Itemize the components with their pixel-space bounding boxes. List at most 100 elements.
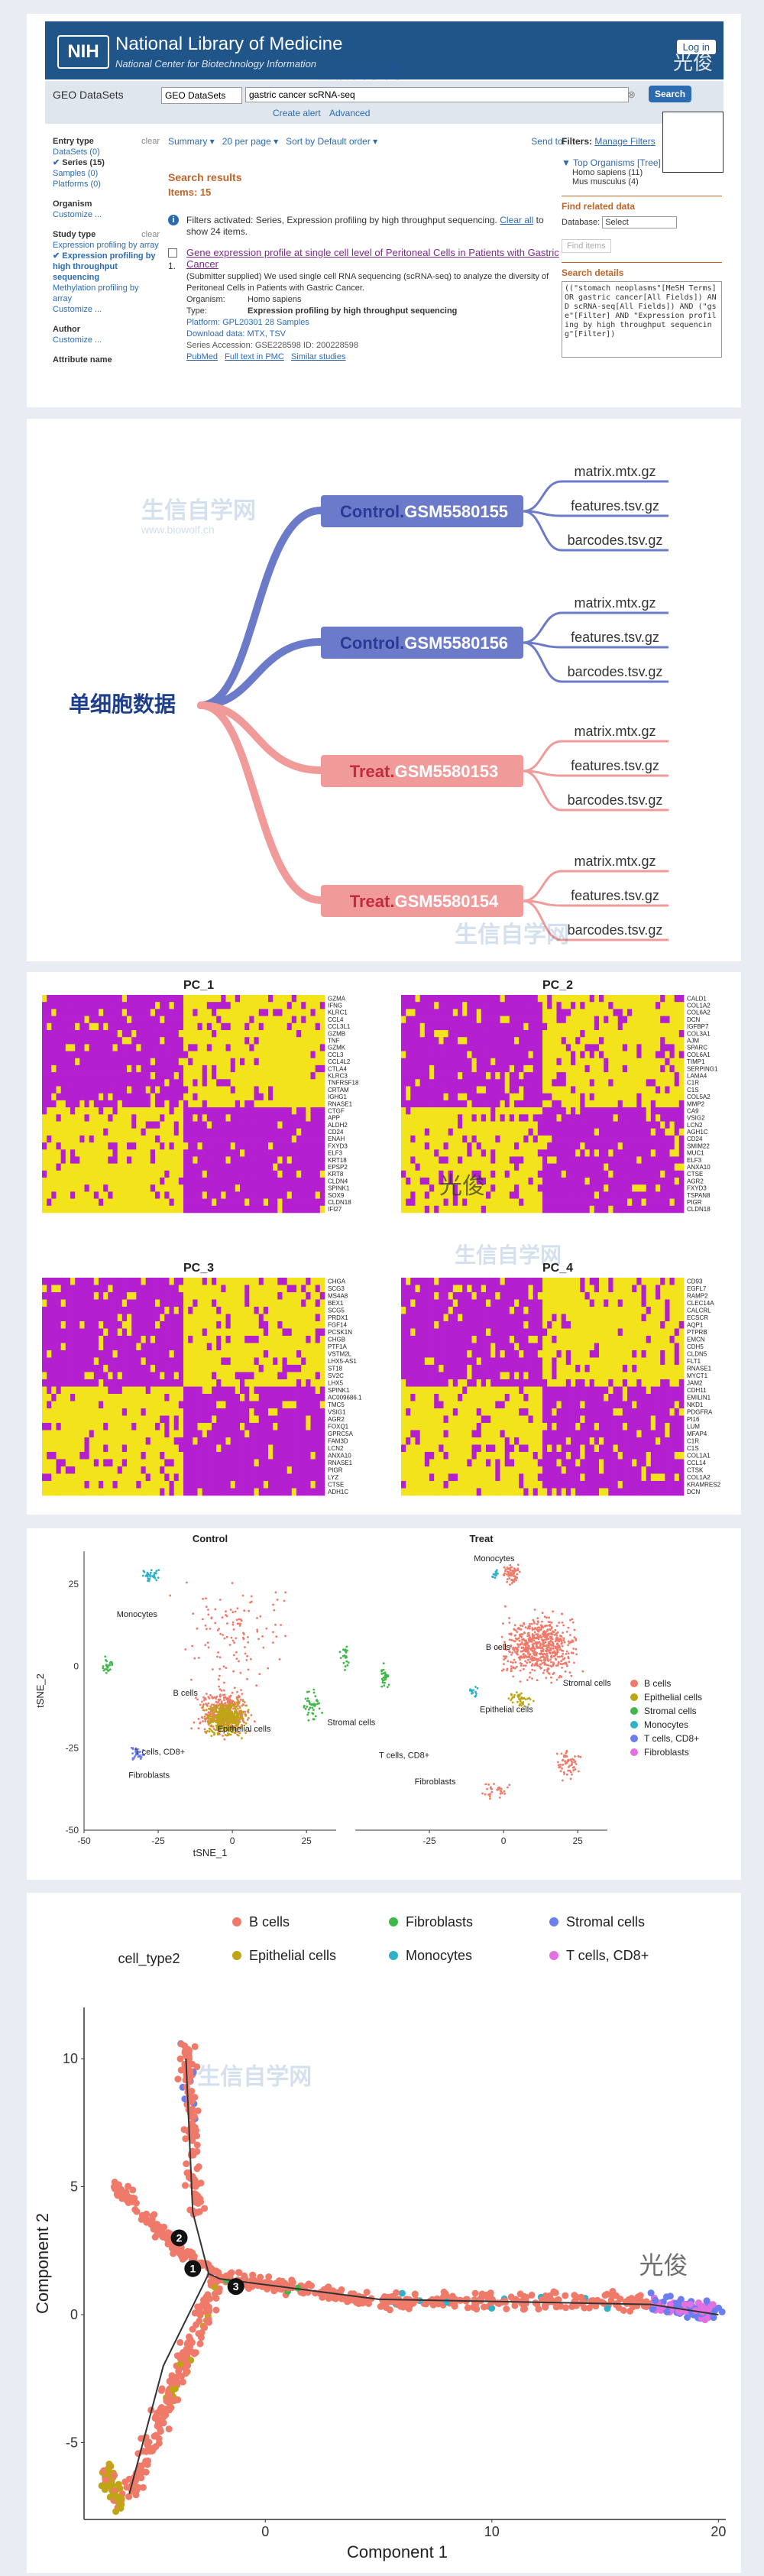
heatmap-cell xyxy=(93,1307,99,1314)
heatmap-cell xyxy=(84,1064,89,1073)
search-details-box[interactable]: (("stomach neoplasms"[MeSH Terms] OR gas… xyxy=(562,281,722,358)
sort-dropdown[interactable]: Sort by Default order xyxy=(286,136,371,147)
result-checkbox[interactable] xyxy=(168,248,177,258)
organism-customize[interactable]: Customize ... xyxy=(53,210,102,219)
heatmap-cell xyxy=(575,1086,581,1094)
pubmed-link[interactable]: PubMed xyxy=(186,352,218,361)
heatmap-cell xyxy=(286,1365,293,1372)
filter-samples[interactable]: Samples (0) xyxy=(53,169,99,178)
heatmap-cell xyxy=(121,1093,128,1101)
heatmap-cell xyxy=(84,1365,89,1372)
clear-input-icon[interactable]: ⊗ xyxy=(627,89,636,100)
heatmap-cell xyxy=(282,1002,287,1009)
heatmap-cell xyxy=(650,1044,656,1051)
heatmap-cell xyxy=(183,1086,189,1094)
heatmap-cell xyxy=(580,995,585,1003)
heatmap-cell xyxy=(160,1079,165,1087)
nih-logo[interactable]: NIH xyxy=(57,35,109,69)
heatmap-cell xyxy=(75,1205,80,1213)
heatmap-cell xyxy=(197,1072,202,1080)
search-input[interactable]: gastric cancer scRNA-seq xyxy=(245,87,629,102)
heatmap-cell xyxy=(47,1394,52,1401)
study-customize[interactable]: Customize ... xyxy=(53,305,102,314)
heatmap-cell xyxy=(89,1135,95,1143)
similar-link[interactable]: Similar studies xyxy=(290,352,346,361)
perpage-dropdown[interactable]: 20 per page xyxy=(222,136,271,147)
heatmap-cell xyxy=(315,1350,321,1358)
db-select[interactable]: GEO DataSets xyxy=(161,87,242,104)
heatmap-cell xyxy=(434,1064,439,1073)
heatmap-cell xyxy=(584,995,590,1003)
top-organisms[interactable]: ▼ Top Organisms [Tree] xyxy=(562,157,661,168)
heatmap-cell xyxy=(230,1156,236,1164)
heatmap-cell xyxy=(145,1086,151,1094)
login-button[interactable]: Log in xyxy=(676,40,716,54)
result-title-link[interactable]: Gene expression profile at single cell l… xyxy=(186,247,559,270)
filter-platforms[interactable]: Platforms (0) xyxy=(53,180,101,189)
create-alert-link[interactable]: Create alert xyxy=(273,108,321,118)
heatmap-cell xyxy=(674,1191,680,1199)
study-hts[interactable]: ✔ Expression profiling by high throughpu… xyxy=(53,251,156,282)
heatmap-cell xyxy=(537,1093,543,1101)
heatmap-cell xyxy=(244,1372,250,1380)
heatmap-cell xyxy=(310,1292,316,1300)
summary-dropdown[interactable]: Summary xyxy=(168,136,208,147)
heatmap-cell xyxy=(500,1205,505,1213)
find-items-button[interactable]: Find items xyxy=(562,239,611,253)
heatmap-cell xyxy=(542,1163,548,1171)
fulltext-link[interactable]: Full text in PMC xyxy=(225,352,284,361)
heatmap-cell xyxy=(419,1037,426,1045)
filter-datasets[interactable]: DataSets (0) xyxy=(53,147,100,157)
study-methylation[interactable]: Methylation profiling by array xyxy=(53,284,139,303)
heatmap-cell xyxy=(202,1009,208,1016)
heatmap-cell xyxy=(127,1365,132,1372)
heatmap-cell xyxy=(155,1178,160,1185)
heatmap-cell xyxy=(79,1343,85,1351)
heatmap-cell xyxy=(84,1278,89,1285)
heatmap-cell xyxy=(439,1142,444,1150)
heatmap-cell xyxy=(173,1114,180,1122)
heatmap-cell xyxy=(476,1016,482,1024)
heatmap-cell xyxy=(117,1191,123,1199)
heatmap-cell xyxy=(310,1178,316,1185)
heatmap-cell xyxy=(277,1100,283,1108)
heatmap-cell xyxy=(249,1170,254,1178)
heatmap-cell xyxy=(660,995,665,1003)
clear-all-link[interactable]: Clear all xyxy=(500,215,534,225)
clear-link[interactable]: clear xyxy=(141,137,160,146)
heatmap-cell xyxy=(206,1051,212,1058)
org-human[interactable]: Homo sapiens (11) xyxy=(572,168,643,177)
platform-link[interactable]: Platform: GPL20301 28 Samples xyxy=(186,318,309,327)
search-button[interactable]: Search xyxy=(649,86,692,102)
download-link[interactable]: Download data: MTX, TSV xyxy=(186,329,286,339)
heatmap-cell xyxy=(424,1058,430,1066)
heatmap-cell xyxy=(117,1350,123,1358)
org-mouse[interactable]: Mus musculus (4) xyxy=(572,177,639,186)
heatmap-cell xyxy=(565,1009,571,1016)
heatmap-cell xyxy=(197,1336,202,1343)
heatmap-cell xyxy=(150,1072,156,1080)
heatmap-cell xyxy=(613,1156,618,1164)
heatmap-cell xyxy=(197,1278,202,1285)
heatmap-cell xyxy=(193,1278,198,1285)
heatmap-cell xyxy=(471,1191,477,1199)
heatmap-cell xyxy=(608,1016,613,1024)
database-select[interactable]: Select xyxy=(602,216,678,228)
heatmap-cell xyxy=(277,1394,283,1401)
branch-line xyxy=(197,702,325,904)
heatmap-cell xyxy=(429,1107,435,1115)
heatmap-cell xyxy=(206,1372,212,1380)
heatmap-cell xyxy=(60,1285,66,1293)
heatmap-cell xyxy=(406,1191,411,1199)
filter-series[interactable]: ✔ Series (15) xyxy=(53,158,105,167)
heatmap-cell xyxy=(674,1170,680,1178)
manage-filters-link[interactable]: Manage Filters xyxy=(594,136,656,147)
heatmap-cell xyxy=(678,1037,685,1045)
heatmap-cell xyxy=(173,1016,180,1024)
send-to-dropdown[interactable]: Send to: xyxy=(531,136,565,147)
advanced-link[interactable]: Advanced xyxy=(329,108,371,118)
heatmap-cell xyxy=(160,1191,165,1199)
study-array[interactable]: Expression profiling by array xyxy=(53,241,159,250)
author-customize[interactable]: Customize ... xyxy=(53,335,102,345)
gene-label: ENAH xyxy=(328,1136,345,1142)
